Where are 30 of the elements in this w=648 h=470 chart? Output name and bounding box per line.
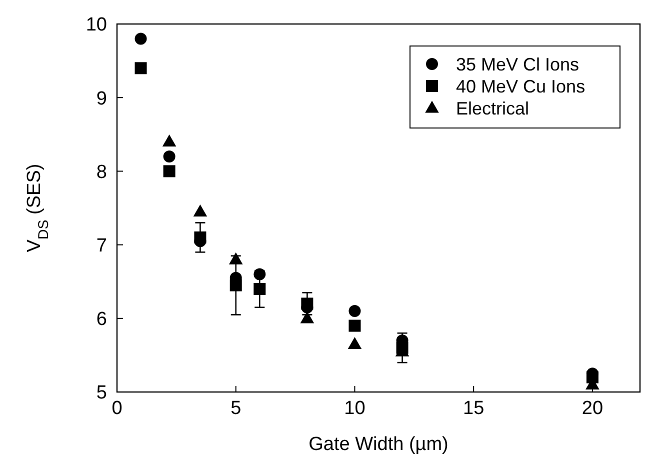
x-tick-label: 15	[463, 398, 484, 419]
point	[134, 62, 147, 74]
legend-label: 35 MeV Cl Ions	[456, 54, 580, 74]
point	[163, 165, 176, 178]
y-tick-label: 5	[96, 382, 107, 404]
x-tick-label: 20	[582, 398, 604, 419]
point	[162, 134, 176, 147]
point	[163, 150, 176, 162]
point	[134, 32, 147, 45]
point	[301, 298, 314, 310]
point	[254, 282, 266, 295]
point	[230, 279, 242, 292]
y-tick-label: 9	[96, 88, 107, 110]
point	[300, 311, 314, 324]
y-tick-label: 10	[86, 14, 107, 36]
x-axis-title: Gate Width (µm)	[308, 434, 448, 455]
y-tick-label: 6	[96, 309, 107, 330]
point	[348, 305, 361, 318]
x-tick-label: 5	[230, 398, 242, 419]
point	[194, 231, 206, 244]
legend-label: 40 MeV Cu Ions	[456, 76, 586, 96]
point	[193, 204, 208, 216]
point	[228, 252, 243, 264]
x-tick-label: 0	[112, 398, 122, 419]
y-tick-label: 8	[96, 162, 107, 183]
y-tick-label: 7	[96, 235, 107, 256]
point	[348, 336, 362, 349]
point	[348, 320, 361, 332]
x-tick-label: 10	[344, 398, 366, 419]
legend-label: Electrical	[456, 98, 530, 118]
